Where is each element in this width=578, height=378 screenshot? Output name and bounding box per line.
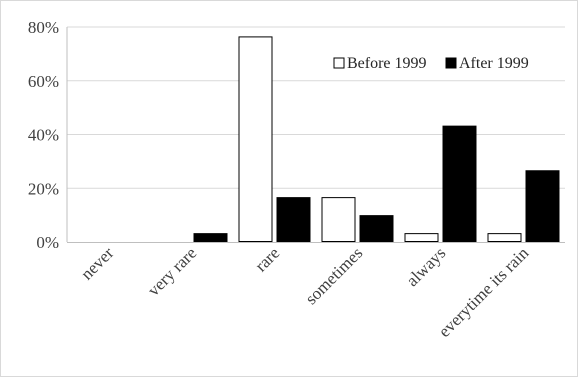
legend-label-before-1999: Before 1999 (347, 55, 427, 72)
x-tick-label: everytime its rain (435, 243, 533, 341)
y-tick-label: 60% (28, 72, 59, 91)
legend-swatch-before-1999 (333, 57, 345, 69)
x-tick-label: never (77, 243, 117, 283)
x-tick-label: rare (251, 243, 283, 275)
y-tick-label: 80% (28, 18, 59, 37)
y-tick-label: 40% (28, 126, 59, 145)
bar-after-1999 (193, 233, 228, 243)
y-tick-label: 20% (28, 179, 59, 198)
bar-before-1999 (321, 197, 356, 242)
bar-before-1999 (238, 36, 273, 242)
x-tick-label: very rare (144, 243, 200, 299)
bar-after-1999 (525, 170, 560, 242)
x-tick-label: sometimes (301, 243, 366, 308)
bar-before-1999 (487, 233, 522, 243)
bar-after-1999 (442, 125, 477, 242)
y-tick-label: 0% (36, 233, 59, 252)
legend-label-after-1999: After 1999 (459, 55, 529, 72)
bar-before-1999 (404, 233, 439, 243)
bar-after-1999 (359, 215, 394, 242)
bar-after-1999 (276, 197, 311, 242)
legend-swatch-after-1999 (445, 57, 457, 69)
x-tick-label: always (403, 243, 450, 290)
